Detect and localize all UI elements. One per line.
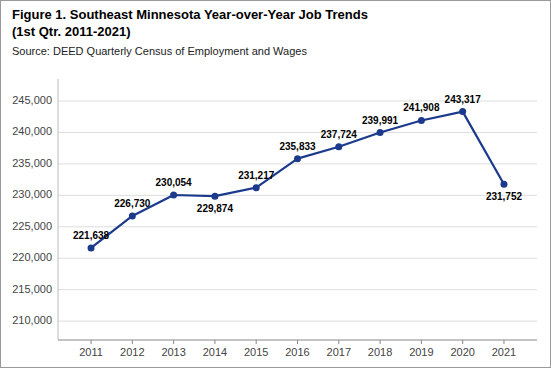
- grid-line: [58, 195, 537, 196]
- y-tick-label: 245,000: [12, 94, 52, 106]
- marker: [418, 117, 425, 124]
- x-tick: [338, 340, 339, 344]
- y-tick-label: 215,000: [12, 283, 52, 295]
- x-tick: [421, 340, 422, 344]
- grid: [58, 101, 537, 321]
- x-tick-label: 2021: [492, 346, 516, 358]
- x-tick: [380, 340, 381, 344]
- y-tick-label: 210,000: [12, 314, 52, 326]
- x-tick: [503, 340, 504, 344]
- x-tick-label: 2013: [161, 346, 185, 358]
- marker: [335, 143, 342, 150]
- y-axis-line: [58, 79, 59, 340]
- x-tick: [132, 340, 133, 344]
- x-tick-label: 2015: [244, 346, 268, 358]
- data-label: 231,752: [486, 191, 523, 202]
- line: [91, 112, 504, 248]
- data-label: 226,730: [114, 198, 151, 209]
- data-label: 231,217: [238, 170, 275, 181]
- subtitle: (1st Qtr. 2011-2021): [12, 24, 131, 39]
- y-tick-label: 230,000: [12, 188, 52, 200]
- marker: [88, 244, 95, 251]
- marker: [211, 193, 218, 200]
- x-tick-label: 2014: [203, 346, 227, 358]
- y-tick-label: 240,000: [12, 125, 52, 137]
- marker: [170, 192, 177, 199]
- series: [88, 108, 508, 251]
- x-tick-label: 2020: [450, 346, 474, 358]
- grid-line: [58, 163, 537, 164]
- data-label: 230,054: [156, 177, 193, 188]
- marker: [294, 155, 301, 162]
- title: Figure 1. Southeast Minnesota Year-over-…: [12, 7, 368, 22]
- x-tick: [297, 340, 298, 344]
- x-tick-label: 2018: [368, 346, 392, 358]
- x-tick: [256, 340, 257, 344]
- data-label: 243,317: [445, 94, 482, 105]
- grid-line: [58, 289, 537, 290]
- y-tick-label: 225,000: [12, 220, 52, 232]
- data-label: 239,991: [362, 115, 399, 126]
- border: [1, 1, 551, 368]
- marker: [377, 129, 384, 136]
- data-label: 229,874: [197, 203, 234, 214]
- marker: [129, 212, 136, 219]
- x-tick: [91, 340, 92, 344]
- y-tick-label: 220,000: [12, 251, 52, 263]
- x-tick-label: 2011: [79, 346, 103, 358]
- x-tick: [214, 340, 215, 344]
- grid-line: [58, 226, 537, 227]
- x-tick-label: 2016: [285, 346, 309, 358]
- grid-line: [58, 258, 537, 259]
- data-label: 221,638: [73, 230, 110, 241]
- x-tick-label: 2012: [120, 346, 144, 358]
- grid-line: [58, 321, 537, 322]
- chart: Figure 1. Southeast Minnesota Year-over-…: [0, 0, 551, 368]
- data-label: 237,724: [321, 129, 358, 140]
- y-tick-label: 235,000: [12, 157, 52, 169]
- marker: [459, 108, 466, 115]
- x-tick: [173, 340, 174, 344]
- marker: [253, 184, 260, 191]
- x-tick: [462, 340, 463, 344]
- data-label: 241,908: [403, 102, 440, 113]
- x-tick-label: 2019: [409, 346, 433, 358]
- source-note: Source: DEED Quarterly Census of Employm…: [12, 45, 307, 57]
- x-tick-label: 2017: [327, 346, 351, 358]
- grid-line: [58, 132, 537, 133]
- data-label: 235,833: [279, 141, 316, 152]
- marker: [500, 181, 507, 188]
- data-labels: 221,638 226,730 230,054 229,874 231,217 235,8…: [73, 94, 523, 241]
